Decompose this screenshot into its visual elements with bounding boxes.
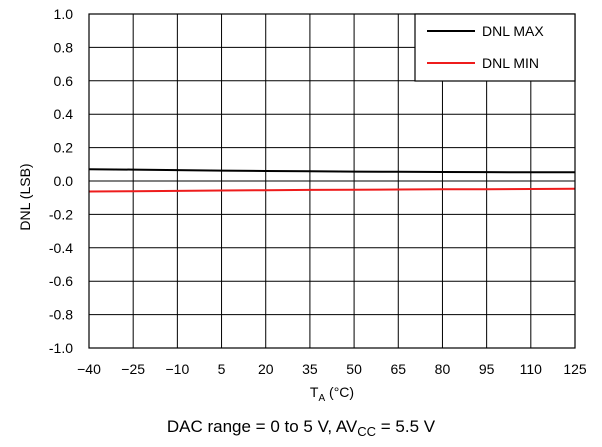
plot-frame	[88, 13, 576, 349]
x-tick-label: −10	[165, 361, 189, 377]
x-tick-label: 5	[218, 361, 226, 377]
x-tick-label: 50	[346, 361, 362, 377]
y-tick-label: 0.6	[54, 73, 74, 89]
x-tick-label: 80	[435, 361, 451, 377]
y-tick-label: -0.6	[49, 273, 73, 289]
x-tick-label: 65	[390, 361, 406, 377]
legend-box	[414, 13, 576, 82]
series-line-dnl-max	[88, 168, 575, 174]
x-tick-label: 110	[520, 361, 543, 377]
series-line-dnl-min	[88, 187, 576, 193]
x-tick-label: −40	[77, 361, 101, 377]
x-tick-label: 20	[258, 361, 274, 377]
y-tick-labels: -1.0 -0.8 -0.6 -0.4 -0.2 0.0 0.2 0.4 0.6 0.8 1.0	[49, 6, 73, 356]
x-tick-labels: −40 −25 −10 5 20 35 50 65 80 95 110 125	[77, 361, 587, 377]
y-tick-label: 0.8	[54, 39, 74, 55]
legend-label: DNL MAX	[482, 23, 544, 39]
y-tick-label: 0.0	[54, 173, 74, 189]
y-axis-title: DNL (LSB)	[17, 163, 33, 230]
y-tick-label: 0.2	[54, 140, 74, 156]
legend-label: DNL MIN	[482, 55, 539, 71]
y-tick-label: -0.2	[49, 206, 73, 222]
x-axis-title: TA (°C)	[310, 384, 354, 404]
y-tick-label: -0.8	[49, 307, 73, 323]
x-tick-label: 35	[302, 361, 318, 377]
y-tick-label: 1.0	[54, 6, 74, 22]
x-tick-label: 125	[563, 361, 587, 377]
y-tick-label: 0.4	[54, 106, 74, 122]
y-tick-label: -1.0	[49, 340, 73, 356]
x-tick-label: 95	[479, 361, 495, 377]
series-lines	[88, 168, 576, 193]
x-tick-label: −25	[121, 361, 145, 377]
y-tick-label: -0.4	[49, 240, 73, 256]
chart-caption: DAC range = 0 to 5 V, AVCC = 5.5 V	[167, 417, 436, 439]
legend: DNL MAX DNL MIN	[414, 13, 576, 82]
